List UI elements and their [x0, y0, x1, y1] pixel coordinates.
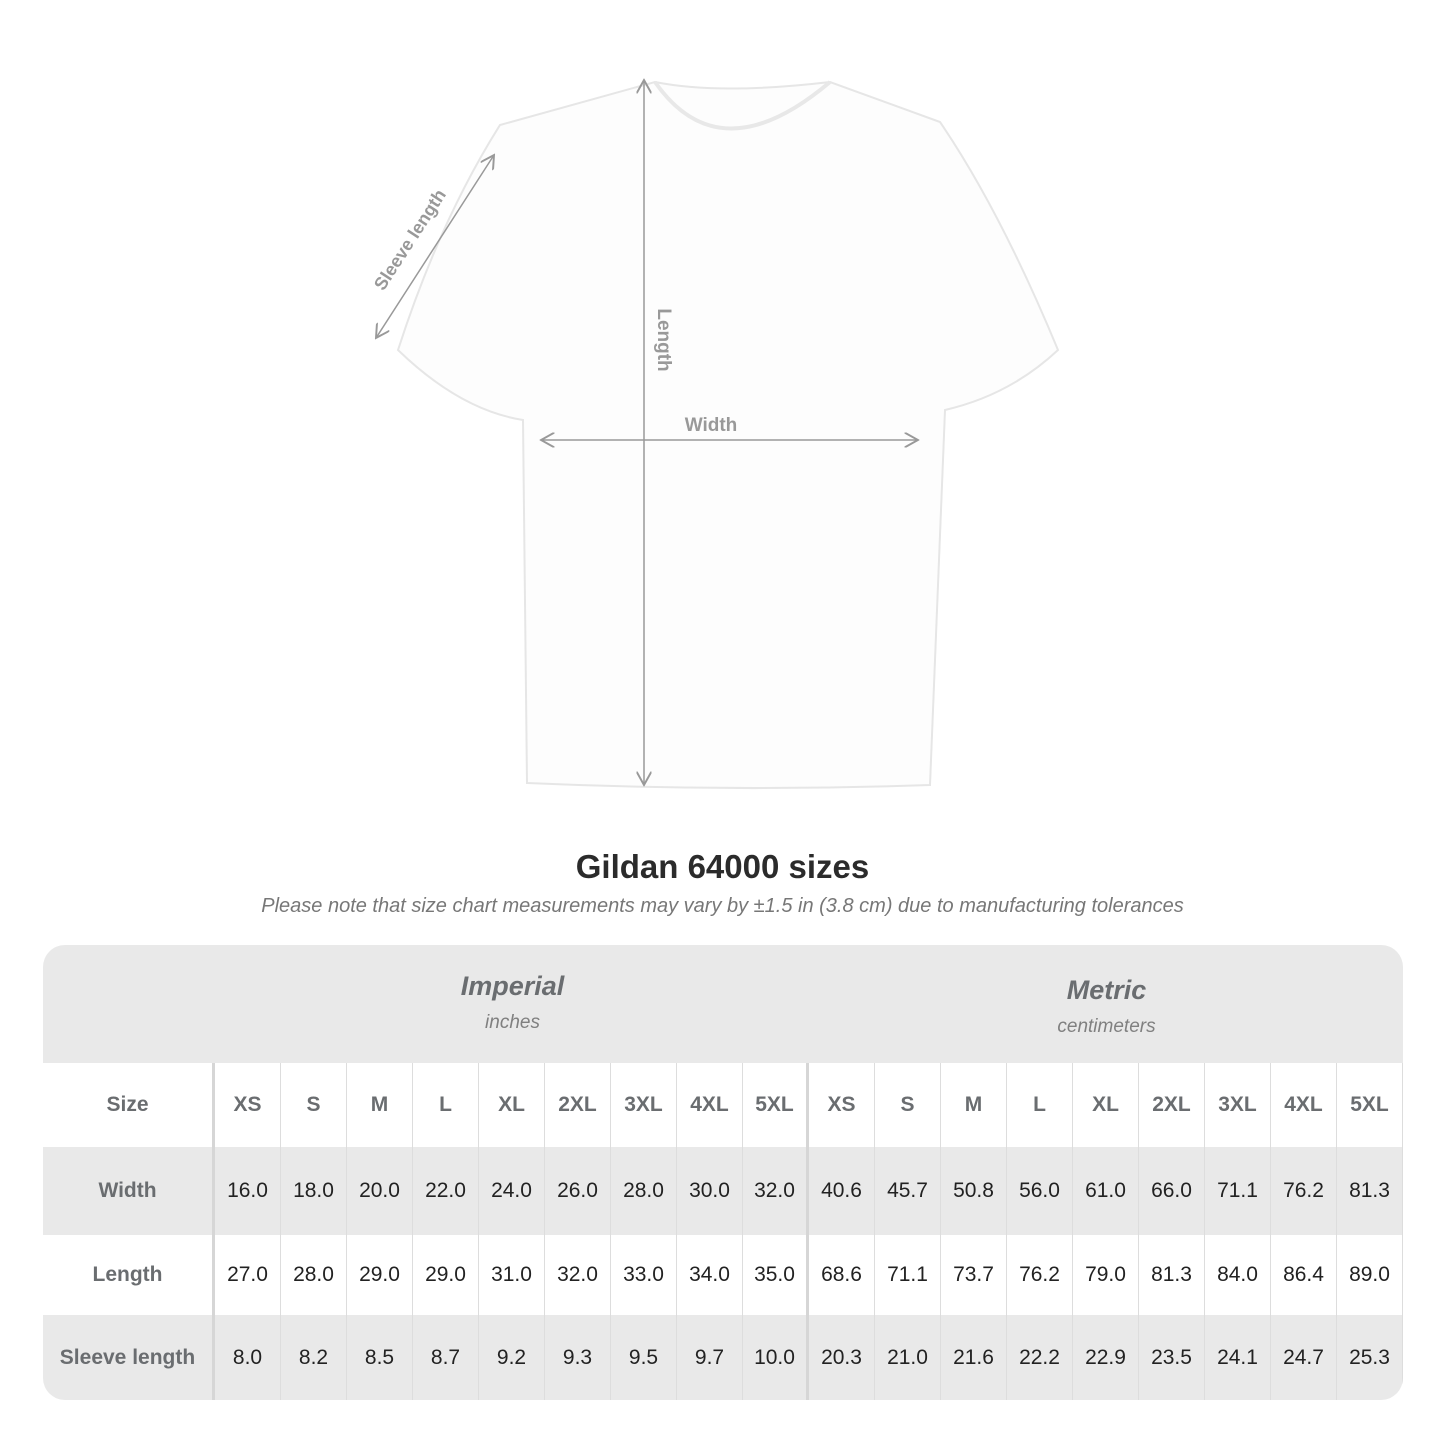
- table-row: Length 27.0 28.0 29.0 29.0 31.0 32.0 33.0 34.0 35…: [43, 1235, 1403, 1315]
- imperial-unit: inches: [485, 1012, 540, 1033]
- page-title: Gildan 64000 sizes: [575, 848, 870, 885]
- tolerance-note: Please note that size chart measurements…: [261, 895, 1184, 917]
- imperial-value: 8.2: [281, 1315, 347, 1400]
- metric-value: 76.2: [1271, 1147, 1337, 1235]
- tshirt-diagram: Width Length Sleeve length: [370, 0, 1060, 790]
- size-header-metric: L: [1007, 1063, 1073, 1147]
- metric-value: 81.3: [1337, 1147, 1403, 1235]
- metric-value: 56.0: [1007, 1147, 1073, 1235]
- size-header-imperial: 4XL: [677, 1063, 743, 1147]
- size-header-imperial: XS: [215, 1063, 281, 1147]
- imperial-value: 28.0: [611, 1147, 677, 1235]
- imperial-value: 30.0: [677, 1147, 743, 1235]
- imperial-value: 33.0: [611, 1235, 677, 1315]
- imperial-value: 8.5: [347, 1315, 413, 1400]
- metric-value: 61.0: [1073, 1147, 1139, 1235]
- metric-value: 71.1: [875, 1235, 941, 1315]
- size-header-imperial: 5XL: [743, 1063, 809, 1147]
- imperial-value: 29.0: [413, 1235, 479, 1315]
- size-header-metric: M: [941, 1063, 1007, 1147]
- size-table: Imperial inches Metric centimeters Size X…: [43, 945, 1403, 1400]
- imperial-value: 29.0: [347, 1235, 413, 1315]
- imperial-value: 32.0: [743, 1147, 809, 1235]
- metric-value: 22.2: [1007, 1315, 1073, 1400]
- metric-value: 89.0: [1337, 1235, 1403, 1315]
- imperial-value: 10.0: [743, 1315, 809, 1400]
- size-header-metric: XS: [809, 1063, 875, 1147]
- metric-value: 24.1: [1205, 1315, 1271, 1400]
- metric-value: 45.7: [875, 1147, 941, 1235]
- metric-value: 66.0: [1139, 1147, 1205, 1235]
- imperial-value: 8.7: [413, 1315, 479, 1400]
- imperial-value: 34.0: [677, 1235, 743, 1315]
- size-header-metric: 5XL: [1337, 1063, 1403, 1147]
- size-header-metric: 3XL: [1205, 1063, 1271, 1147]
- table-row: Width 16.0 18.0 20.0 22.0 24.0 26.0 28.0 30.0 32.…: [43, 1147, 1403, 1235]
- metric-value: 21.6: [941, 1315, 1007, 1400]
- imperial-value: 9.5: [611, 1315, 677, 1400]
- imperial-value: 8.0: [215, 1315, 281, 1400]
- metric-value: 84.0: [1205, 1235, 1271, 1315]
- metric-value: 25.3: [1337, 1315, 1403, 1400]
- imperial-value: 20.0: [347, 1147, 413, 1235]
- imperial-value: 16.0: [215, 1147, 281, 1235]
- imperial-value: 24.0: [479, 1147, 545, 1235]
- imperial-title: Imperial: [460, 971, 565, 1001]
- row-label: Size: [43, 1063, 215, 1147]
- metric-value: 50.8: [941, 1147, 1007, 1235]
- imperial-value: 22.0: [413, 1147, 479, 1235]
- metric-value: 71.1: [1205, 1147, 1271, 1235]
- metric-value: 23.5: [1139, 1315, 1205, 1400]
- imperial-value: 9.3: [545, 1315, 611, 1400]
- size-header-imperial: M: [347, 1063, 413, 1147]
- metric-value: 68.6: [809, 1235, 875, 1315]
- size-header-metric: S: [875, 1063, 941, 1147]
- imperial-value: 32.0: [545, 1235, 611, 1315]
- size-header-imperial: 2XL: [545, 1063, 611, 1147]
- table-row: Sleeve length 8.0 8.2 8.5 8.7 9.2 9.3 9.5 9.7 10.…: [43, 1315, 1403, 1400]
- imperial-value: 35.0: [743, 1235, 809, 1315]
- imperial-value: 9.7: [677, 1315, 743, 1400]
- metric-value: 40.6: [809, 1147, 875, 1235]
- imperial-value: 31.0: [479, 1235, 545, 1315]
- size-header-imperial: L: [413, 1063, 479, 1147]
- size-header-imperial: XL: [479, 1063, 545, 1147]
- metric-value: 73.7: [941, 1235, 1007, 1315]
- tshirt-collar: [653, 80, 832, 131]
- metric-header: Metric centimeters: [810, 945, 1403, 1093]
- metric-value: 86.4: [1271, 1235, 1337, 1315]
- metric-value: 79.0: [1073, 1235, 1139, 1315]
- size-header-row: Size XS S M L XL 2XL 3XL 4XL 5XL XS S M L XL 2XL 3XL 4XL 5…: [43, 1063, 1403, 1147]
- metric-value: 20.3: [809, 1315, 875, 1400]
- metric-value: 81.3: [1139, 1235, 1205, 1315]
- metric-value: 24.7: [1271, 1315, 1337, 1400]
- size-header-metric: 2XL: [1139, 1063, 1205, 1147]
- imperial-value: 9.2: [479, 1315, 545, 1400]
- imperial-value: 18.0: [281, 1147, 347, 1235]
- metric-value: 21.0: [875, 1315, 941, 1400]
- size-header-imperial: 3XL: [611, 1063, 677, 1147]
- imperial-value: 27.0: [215, 1235, 281, 1315]
- row-label: Sleeve length: [43, 1315, 215, 1400]
- size-header-imperial: S: [281, 1063, 347, 1147]
- sleeve-arrow: [376, 155, 494, 338]
- metric-value: 76.2: [1007, 1235, 1073, 1315]
- imperial-value: 26.0: [545, 1147, 611, 1235]
- imperial-header: Imperial inches: [215, 945, 810, 1089]
- length-label: Length: [653, 308, 674, 371]
- metric-title: Metric: [1066, 975, 1147, 1005]
- width-label: Width: [685, 415, 738, 436]
- size-header-metric: 4XL: [1271, 1063, 1337, 1147]
- imperial-value: 28.0: [281, 1235, 347, 1315]
- row-label: Width: [43, 1147, 215, 1235]
- metric-unit: centimeters: [1057, 1016, 1156, 1037]
- size-header-metric: XL: [1073, 1063, 1139, 1147]
- row-label: Length: [43, 1235, 215, 1315]
- metric-value: 22.9: [1073, 1315, 1139, 1400]
